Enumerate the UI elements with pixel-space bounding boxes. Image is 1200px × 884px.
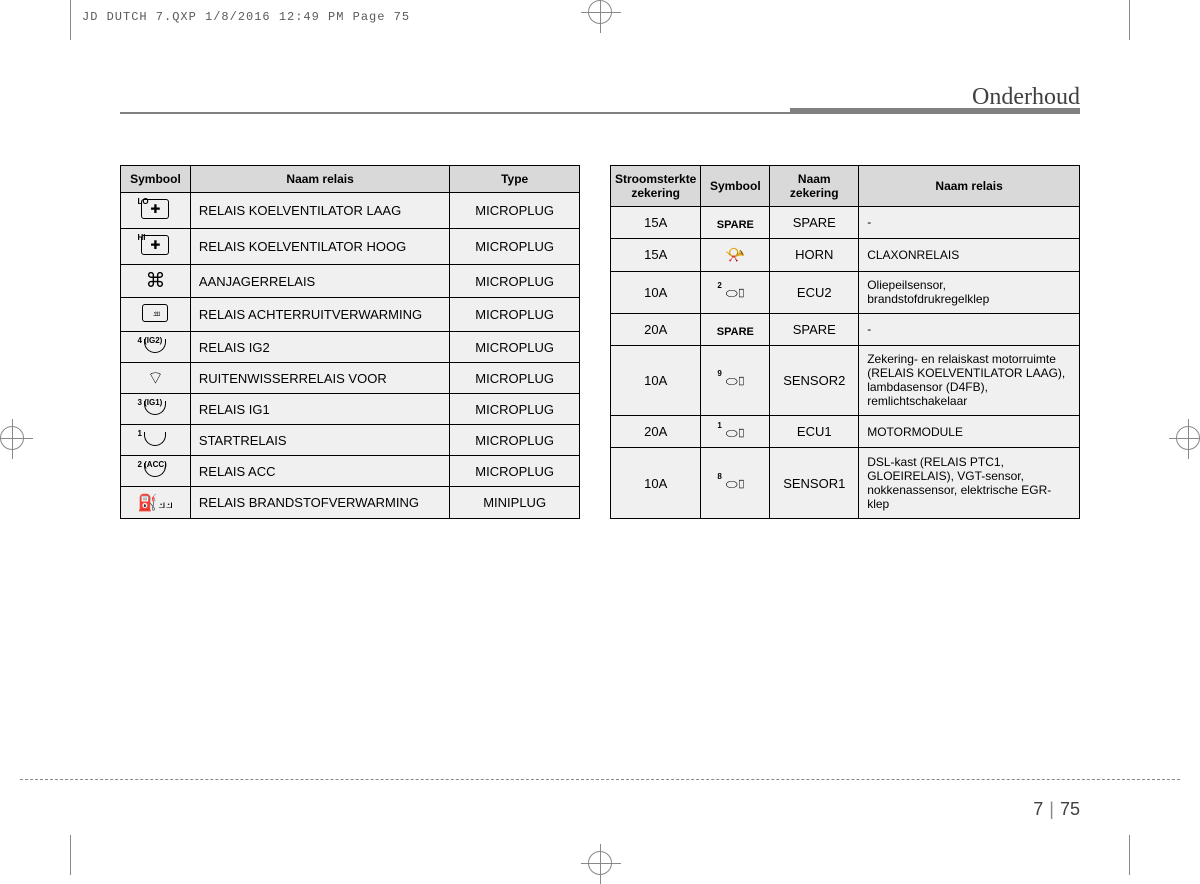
symbol-cell: SPARE xyxy=(701,207,770,239)
symbol-cell: LO xyxy=(121,193,191,229)
table-header: Naam zekering xyxy=(770,166,859,207)
table-row: ⌘ AANJAGERRELAIS MICROPLUG xyxy=(121,265,580,298)
table-row: 10A 2⬭▯ ECU2 Oliepeilsensor, brandstofdr… xyxy=(611,271,1080,313)
tables-container: SymboolNaam relaisType LO RELAIS KOELVEN… xyxy=(120,165,1080,519)
symbol-cell: 1 xyxy=(121,425,191,456)
type-cell: MICROPLUG xyxy=(450,394,580,425)
type-cell: MICROPLUG xyxy=(450,363,580,394)
symbol-cell: SPARE xyxy=(701,313,770,345)
page-title: Onderhoud xyxy=(972,84,1080,111)
amp-cell: 10A xyxy=(611,448,701,519)
type-cell: MICROPLUG xyxy=(450,265,580,298)
table-row: 2 (ACC) RELAIS ACC MICROPLUG xyxy=(121,456,580,487)
table-header: Type xyxy=(450,166,580,193)
fuse-table: Stroomsterkte zekeringSymboolNaam zekeri… xyxy=(610,165,1080,519)
crop-guide xyxy=(1129,0,1130,40)
page-number: 7|75 xyxy=(1033,799,1080,820)
table-header: Symbool xyxy=(121,166,191,193)
symbol-cell: 3 (IG1) xyxy=(121,394,191,425)
symbol-cell xyxy=(121,298,191,332)
type-cell: MICROPLUG xyxy=(450,298,580,332)
relay-name-cell: - xyxy=(859,313,1080,345)
relay-name-cell: MOTORMODULE xyxy=(859,416,1080,448)
name-cell: RELAIS KOELVENTILATOR LAAG xyxy=(190,193,449,229)
type-cell: MICROPLUG xyxy=(450,425,580,456)
relay-table: SymboolNaam relaisType LO RELAIS KOELVEN… xyxy=(120,165,580,519)
symbol-cell: HI xyxy=(121,229,191,265)
amp-cell: 20A xyxy=(611,416,701,448)
amp-cell: 15A xyxy=(611,207,701,239)
name-cell: RELAIS IG2 xyxy=(190,332,449,363)
name-cell: RELAIS ACC xyxy=(190,456,449,487)
fuse-name-cell: ECU2 xyxy=(770,271,859,313)
fuse-name-cell: SENSOR2 xyxy=(770,345,859,416)
table-header: Naam relais xyxy=(190,166,449,193)
table-row: 4 (IG2) RELAIS IG2 MICROPLUG xyxy=(121,332,580,363)
table-row: HI RELAIS KOELVENTILATOR HOOG MICROPLUG xyxy=(121,229,580,265)
type-cell: MICROPLUG xyxy=(450,229,580,265)
print-header: JD DUTCH 7.QXP 1/8/2016 12:49 PM Page 75 xyxy=(82,10,410,24)
crop-mark-bottom xyxy=(588,851,612,875)
table-header: Stroomsterkte zekering xyxy=(611,166,701,207)
fuse-name-cell: SPARE xyxy=(770,207,859,239)
type-cell: MICROPLUG xyxy=(450,193,580,229)
crop-guide xyxy=(70,0,71,40)
fold-line xyxy=(20,779,1180,780)
table-header: Symbool xyxy=(701,166,770,207)
crop-mark-left xyxy=(0,426,24,450)
symbol-cell: 4 (IG2) xyxy=(121,332,191,363)
symbol-cell: 2 (ACC) xyxy=(121,456,191,487)
amp-cell: 10A xyxy=(611,271,701,313)
symbol-cell: 9⬭▯ xyxy=(701,345,770,416)
name-cell: RELAIS BRANDSTOFVERWARMING xyxy=(190,487,449,519)
amp-cell: 10A xyxy=(611,345,701,416)
fuse-name-cell: HORN xyxy=(770,238,859,271)
crop-guide xyxy=(70,835,71,875)
table-row: ⛽⟓⟓ RELAIS BRANDSTOFVERWARMING MINIPLUG xyxy=(121,487,580,519)
table-row: 10A 8⬭▯ SENSOR1 DSL-kast (RELAIS PTC1, G… xyxy=(611,448,1080,519)
type-cell: MICROPLUG xyxy=(450,456,580,487)
crop-guide xyxy=(1129,835,1130,875)
symbol-cell: ⌔ xyxy=(121,363,191,394)
title-underline xyxy=(120,112,1080,114)
fuse-name-cell: SPARE xyxy=(770,313,859,345)
name-cell: RELAIS KOELVENTILATOR HOOG xyxy=(190,229,449,265)
symbol-cell: 1⬭▯ xyxy=(701,416,770,448)
type-cell: MICROPLUG xyxy=(450,332,580,363)
symbol-cell: 2⬭▯ xyxy=(701,271,770,313)
table-row: 20A 1⬭▯ ECU1 MOTORMODULE xyxy=(611,416,1080,448)
crop-mark-right xyxy=(1176,426,1200,450)
table-row: 1 STARTRELAIS MICROPLUG xyxy=(121,425,580,456)
symbol-cell: 📯 xyxy=(701,238,770,271)
relay-name-cell: CLAXONRELAIS xyxy=(859,238,1080,271)
relay-name-cell: - xyxy=(859,207,1080,239)
table-row: LO RELAIS KOELVENTILATOR LAAG MICROPLUG xyxy=(121,193,580,229)
amp-cell: 15A xyxy=(611,238,701,271)
name-cell: RELAIS IG1 xyxy=(190,394,449,425)
symbol-cell: 8⬭▯ xyxy=(701,448,770,519)
type-cell: MINIPLUG xyxy=(450,487,580,519)
name-cell: RUITENWISSERRELAIS VOOR xyxy=(190,363,449,394)
relay-name-cell: DSL-kast (RELAIS PTC1, GLOEIRELAIS), VGT… xyxy=(859,448,1080,519)
table-row: 10A 9⬭▯ SENSOR2 Zekering- en relaiskast … xyxy=(611,345,1080,416)
name-cell: STARTRELAIS xyxy=(190,425,449,456)
crop-mark-top xyxy=(588,0,612,24)
fuse-name-cell: ECU1 xyxy=(770,416,859,448)
table-row: 15A 📯 HORN CLAXONRELAIS xyxy=(611,238,1080,271)
table-row: ⌔ RUITENWISSERRELAIS VOOR MICROPLUG xyxy=(121,363,580,394)
symbol-cell: ⌘ xyxy=(121,265,191,298)
table-row: 20A SPARE SPARE - xyxy=(611,313,1080,345)
table-row: 15A SPARE SPARE - xyxy=(611,207,1080,239)
fuse-name-cell: SENSOR1 xyxy=(770,448,859,519)
name-cell: RELAIS ACHTERRUITVERWARMING xyxy=(190,298,449,332)
relay-name-cell: Oliepeilsensor, brandstofdrukregelklep xyxy=(859,271,1080,313)
table-header: Naam relais xyxy=(859,166,1080,207)
symbol-cell: ⛽⟓⟓ xyxy=(121,487,191,519)
amp-cell: 20A xyxy=(611,313,701,345)
table-row: 3 (IG1) RELAIS IG1 MICROPLUG xyxy=(121,394,580,425)
name-cell: AANJAGERRELAIS xyxy=(190,265,449,298)
relay-name-cell: Zekering- en relaiskast motorruimte (REL… xyxy=(859,345,1080,416)
table-row: RELAIS ACHTERRUITVERWARMING MICROPLUG xyxy=(121,298,580,332)
